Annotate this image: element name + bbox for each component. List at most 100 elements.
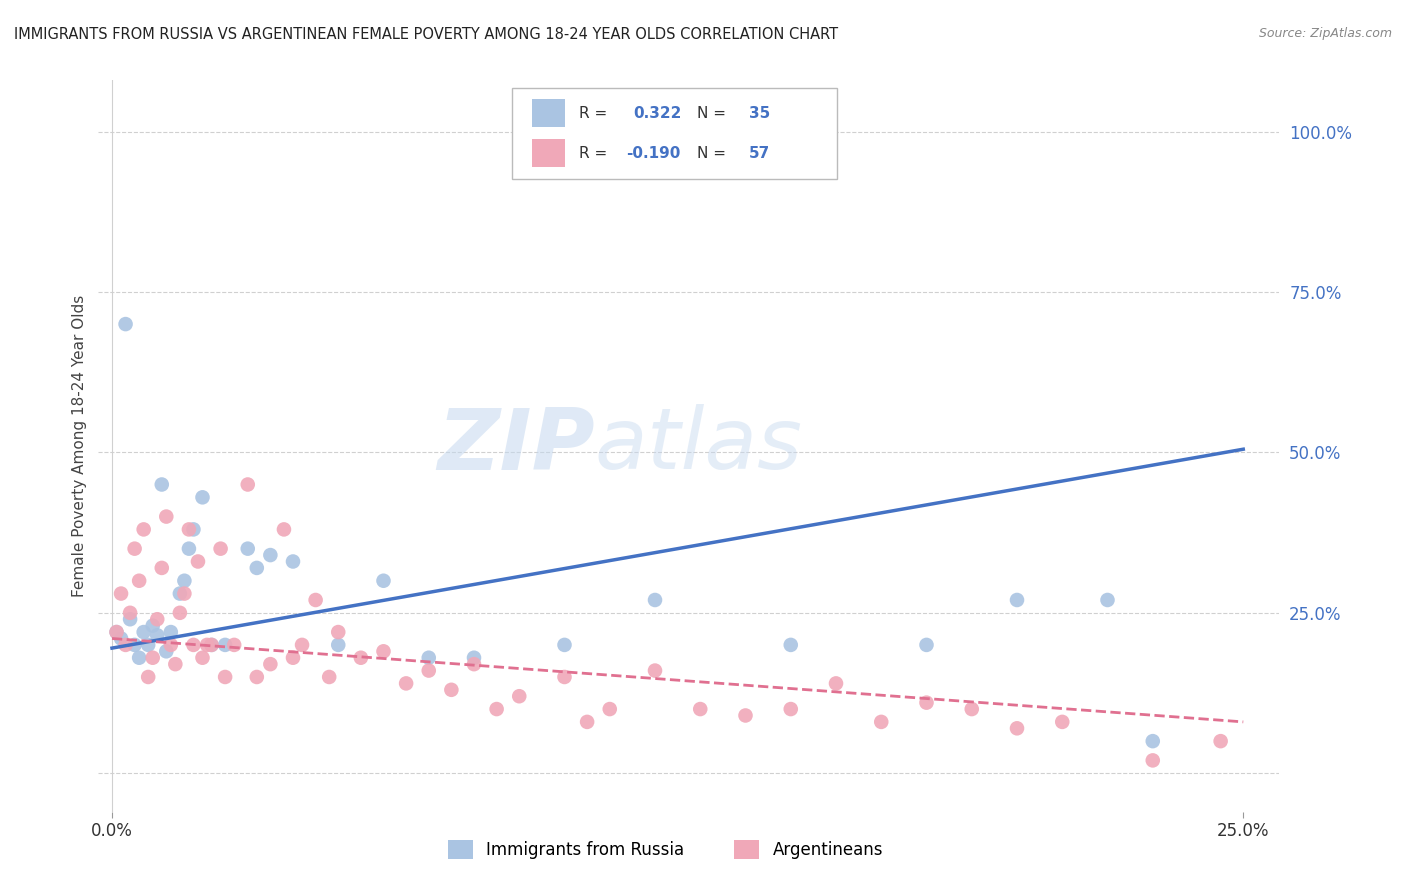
Text: 35: 35	[749, 105, 770, 120]
Point	[209, 541, 232, 556]
Legend: Immigrants from Russia, Argentineans: Immigrants from Russia, Argentineans	[441, 833, 890, 865]
Point	[146, 628, 169, 642]
Text: N =: N =	[697, 146, 731, 161]
Point	[373, 644, 395, 658]
Point	[291, 638, 314, 652]
Point	[114, 317, 136, 331]
Point	[236, 541, 259, 556]
Point	[191, 650, 214, 665]
Point	[183, 523, 205, 537]
Point	[395, 676, 418, 690]
Text: R =: R =	[579, 105, 612, 120]
Point	[136, 670, 159, 684]
Text: IMMIGRANTS FROM RUSSIA VS ARGENTINEAN FEMALE POVERTY AMONG 18-24 YEAR OLDS CORRE: IMMIGRANTS FROM RUSSIA VS ARGENTINEAN FE…	[14, 27, 838, 42]
Point	[120, 612, 142, 626]
Point	[165, 657, 187, 672]
Point	[1142, 734, 1164, 748]
Point	[173, 574, 195, 588]
Point	[169, 606, 191, 620]
Text: 0.322: 0.322	[634, 105, 682, 120]
Point	[644, 664, 666, 678]
Point	[463, 650, 485, 665]
Point	[124, 541, 146, 556]
Point	[105, 625, 128, 640]
Point	[689, 702, 711, 716]
Point	[1142, 753, 1164, 767]
Point	[304, 593, 326, 607]
Point	[136, 638, 159, 652]
Point	[246, 561, 269, 575]
Point	[120, 606, 142, 620]
Point	[183, 638, 205, 652]
Point	[124, 638, 146, 652]
Point	[200, 638, 222, 652]
Point	[328, 625, 350, 640]
Point	[870, 714, 893, 729]
Point	[110, 632, 132, 646]
Point	[224, 638, 246, 652]
Point	[553, 670, 575, 684]
Point	[328, 638, 350, 652]
Point	[200, 638, 222, 652]
Point	[150, 477, 173, 491]
Point	[177, 541, 200, 556]
Point	[644, 593, 666, 607]
Point	[915, 696, 938, 710]
Point	[1052, 714, 1074, 729]
Point	[576, 714, 599, 729]
Point	[779, 702, 801, 716]
Point	[191, 491, 214, 505]
Text: N =: N =	[697, 105, 731, 120]
Point	[553, 638, 575, 652]
Point	[418, 664, 440, 678]
Point	[128, 650, 150, 665]
Point	[373, 574, 395, 588]
Point	[155, 644, 177, 658]
Point	[825, 676, 848, 690]
Point	[1005, 721, 1028, 735]
Point	[259, 657, 281, 672]
Point	[173, 586, 195, 600]
Text: -0.190: -0.190	[626, 146, 681, 161]
Point	[142, 618, 165, 632]
Point	[1097, 593, 1119, 607]
Point	[114, 638, 136, 652]
Point	[463, 657, 485, 672]
Point	[350, 650, 373, 665]
Point	[779, 638, 801, 652]
Point	[110, 586, 132, 600]
Point	[246, 670, 269, 684]
Text: 57: 57	[749, 146, 770, 161]
Point	[508, 690, 530, 704]
Point	[1005, 593, 1028, 607]
Text: Source: ZipAtlas.com: Source: ZipAtlas.com	[1258, 27, 1392, 40]
Point	[150, 561, 173, 575]
Text: atlas: atlas	[595, 404, 803, 488]
Point	[281, 554, 304, 568]
Point	[1209, 734, 1232, 748]
Point	[259, 548, 281, 562]
Point	[146, 612, 169, 626]
Text: ZIP: ZIP	[437, 404, 595, 488]
Point	[485, 702, 508, 716]
Point	[734, 708, 756, 723]
Point	[128, 574, 150, 588]
Point	[187, 554, 209, 568]
Point	[159, 638, 181, 652]
Point	[599, 702, 621, 716]
Point	[105, 625, 128, 640]
Point	[177, 523, 200, 537]
FancyBboxPatch shape	[512, 87, 837, 179]
Point	[155, 509, 177, 524]
Point	[960, 702, 983, 716]
Point	[281, 650, 304, 665]
Point	[132, 523, 155, 537]
Y-axis label: Female Poverty Among 18-24 Year Olds: Female Poverty Among 18-24 Year Olds	[72, 295, 87, 597]
Point	[159, 625, 181, 640]
Point	[273, 523, 295, 537]
Text: R =: R =	[579, 146, 612, 161]
Point	[440, 682, 463, 697]
Point	[236, 477, 259, 491]
Point	[195, 638, 218, 652]
Point	[142, 650, 165, 665]
